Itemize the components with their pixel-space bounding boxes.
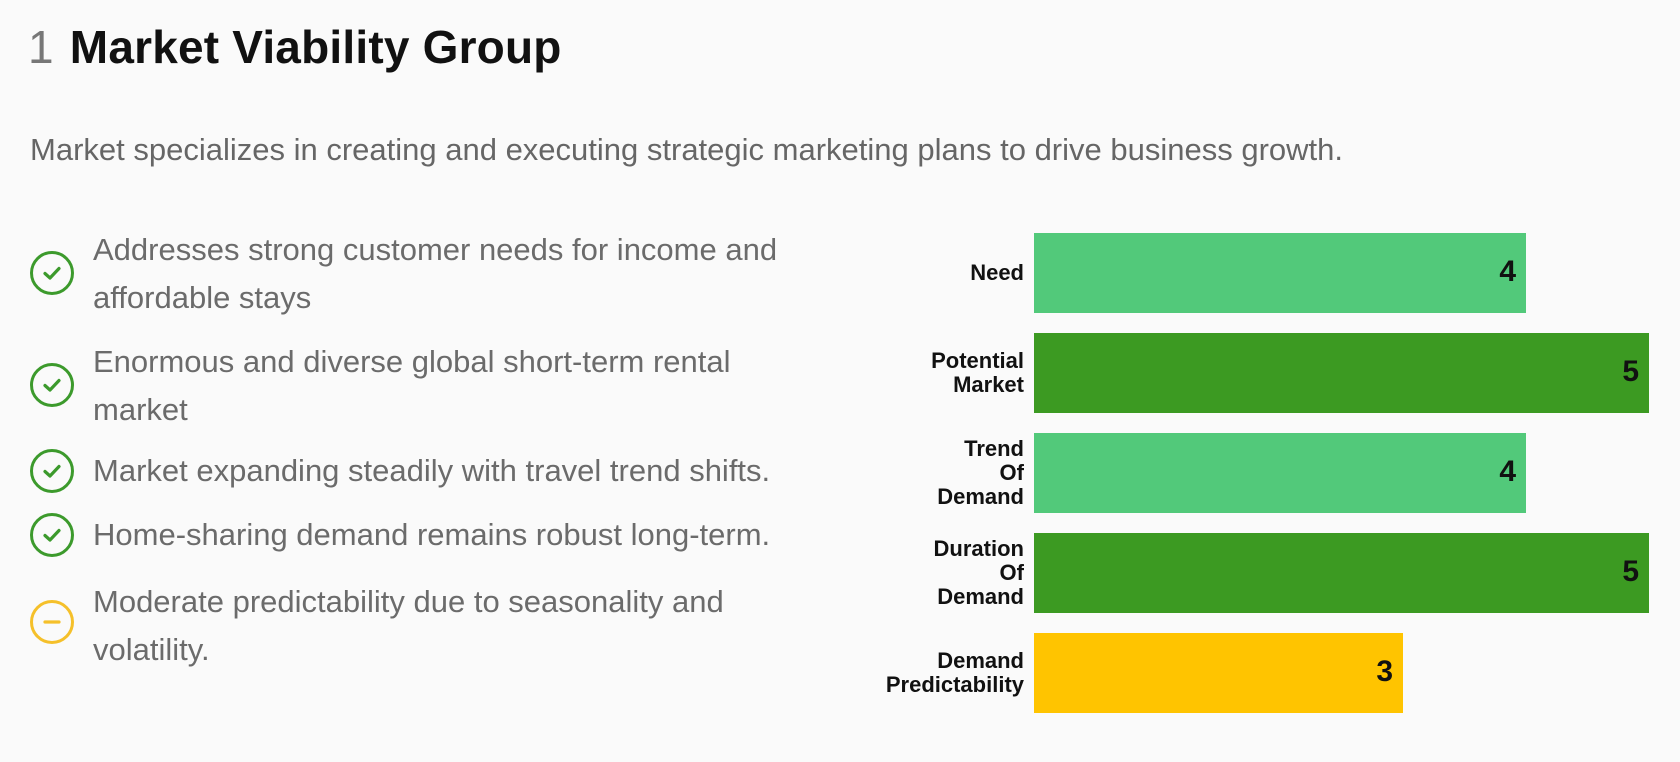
check-circle-icon — [30, 251, 74, 295]
page-subtitle: Market specializes in creating and execu… — [30, 132, 1343, 167]
category-label-line: Potential — [931, 348, 1024, 373]
category-label: Demand Predictability — [886, 649, 1024, 697]
category-label-line: Demand — [937, 584, 1024, 609]
bar: 5 — [1034, 533, 1649, 613]
category-label: Trend Of Demand — [937, 437, 1024, 509]
bar: 4 — [1034, 233, 1526, 313]
category-label-line: Demand — [937, 648, 1024, 673]
category-label-line: Market — [953, 372, 1024, 397]
section-number: 1 — [28, 21, 54, 73]
bar-value-label: 3 — [1376, 655, 1393, 688]
check-circle-icon — [30, 513, 74, 557]
minus-circle-icon — [30, 600, 74, 644]
category-label: Need — [970, 261, 1024, 285]
bar-value-label: 4 — [1499, 455, 1516, 488]
title-text: Market Viability Group — [69, 21, 562, 73]
category-label-line: Of — [999, 460, 1024, 485]
check-circle-icon — [30, 449, 74, 493]
category-label-line: Trend — [964, 436, 1024, 461]
point-text: Addresses strong customer needs for inco… — [93, 232, 778, 315]
point-text: Enormous and diverse global short-term r… — [93, 344, 731, 427]
category-label: Potential Market — [931, 349, 1024, 397]
point-text: Home-sharing demand remains robust long-… — [93, 517, 771, 552]
bar-value-label: 4 — [1499, 255, 1516, 288]
category-label-line: Duration — [933, 536, 1024, 561]
point-text: Moderate predictability due to seasonali… — [93, 584, 724, 667]
category-label-line: Of — [999, 560, 1024, 585]
category-label-line: Predictability — [885, 672, 1024, 697]
bar: 3 — [1034, 633, 1403, 713]
check-circle-icon — [30, 363, 74, 407]
category-label: Duration Of Demand — [934, 537, 1024, 609]
bar-value-label: 5 — [1622, 555, 1639, 588]
point-text: Market expanding steadily with travel tr… — [93, 453, 771, 488]
category-label-line: Demand — [937, 484, 1024, 509]
category-label-line: Need — [970, 260, 1024, 285]
bar: 5 — [1034, 333, 1649, 413]
bar: 4 — [1034, 433, 1526, 513]
bar-value-label: 5 — [1622, 355, 1639, 388]
page-title: 1 Market Viability Group — [28, 20, 562, 74]
